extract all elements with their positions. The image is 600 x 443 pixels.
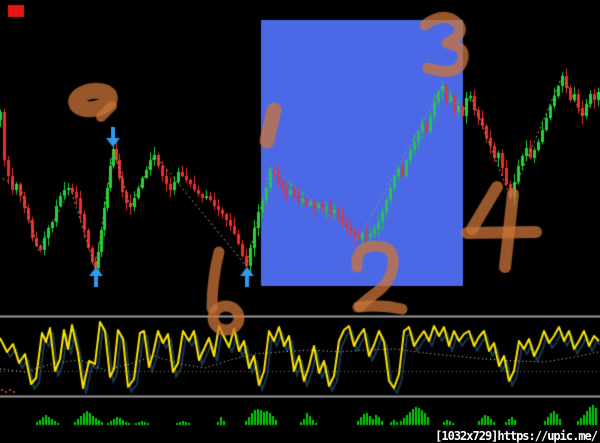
annotation-number-1 — [262, 104, 286, 148]
annotation-letter-a — [64, 82, 124, 122]
red-marker — [7, 4, 25, 18]
oscillator-panel — [0, 318, 600, 395]
annotation-number-4 — [464, 182, 542, 272]
watermark-text: [1032x729]https://upic.me/ — [435, 429, 598, 443]
buy-arrow-icon-1 — [88, 265, 104, 288]
annotation-letter-b — [203, 246, 251, 336]
annotation-number-2 — [350, 242, 408, 316]
annotation-number-3 — [416, 10, 472, 80]
sell-arrow-icon — [105, 126, 121, 149]
